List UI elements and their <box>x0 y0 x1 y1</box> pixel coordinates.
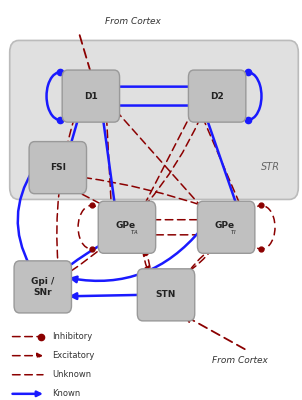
Text: From Cortex: From Cortex <box>212 356 268 366</box>
Text: $_{TI}$: $_{TI}$ <box>230 228 237 236</box>
FancyBboxPatch shape <box>29 142 86 194</box>
FancyBboxPatch shape <box>98 201 156 253</box>
Text: STR: STR <box>261 162 280 172</box>
Text: Unknown: Unknown <box>52 370 91 379</box>
Text: D1: D1 <box>84 92 98 100</box>
FancyBboxPatch shape <box>62 70 120 122</box>
FancyBboxPatch shape <box>14 261 72 313</box>
Text: Known: Known <box>52 389 80 398</box>
FancyBboxPatch shape <box>137 269 195 321</box>
FancyBboxPatch shape <box>188 70 246 122</box>
Text: GPe: GPe <box>115 221 136 230</box>
FancyBboxPatch shape <box>10 40 298 200</box>
Text: $_{TA}$: $_{TA}$ <box>130 228 139 236</box>
Text: Excitatory: Excitatory <box>52 351 94 360</box>
Text: Inhibitory: Inhibitory <box>52 332 92 341</box>
Text: GPe: GPe <box>215 221 235 230</box>
Text: Gpi /
SNr: Gpi / SNr <box>31 277 54 296</box>
Text: FSI: FSI <box>50 163 66 172</box>
Text: From Cortex: From Cortex <box>105 16 161 26</box>
FancyBboxPatch shape <box>198 201 255 253</box>
Text: STN: STN <box>156 290 176 299</box>
Text: D2: D2 <box>210 92 224 100</box>
